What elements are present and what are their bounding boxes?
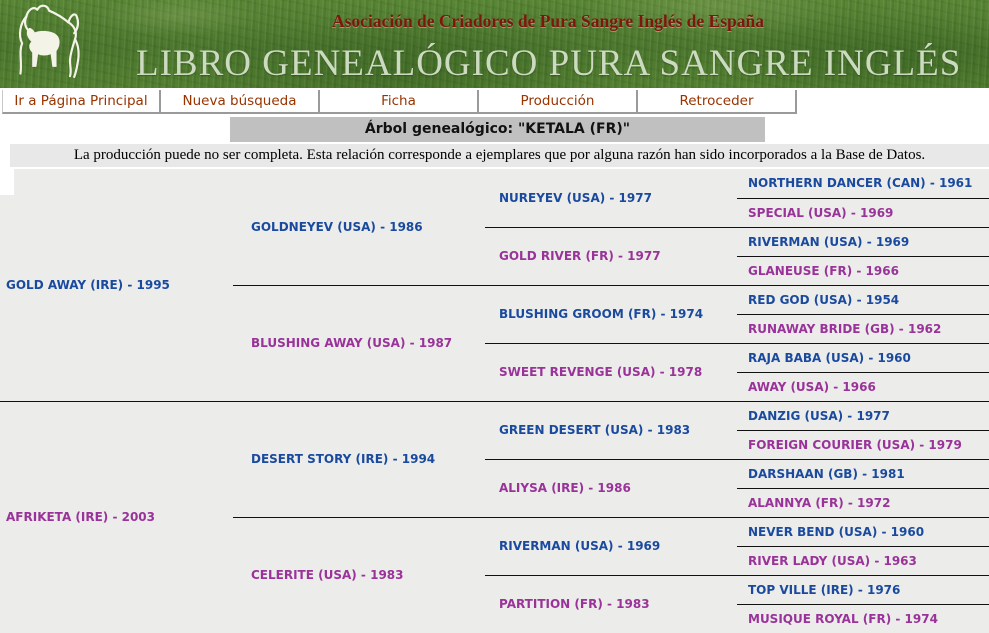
horse-link[interactable]: NORTHERN DANCER (CAN) - 1961: [748, 176, 973, 191]
pedigree-cell-gen1-sire: GOLD AWAY (IRE) - 1995: [0, 169, 233, 402]
pedigree-cell-gen1-dam: AFRIKETA (IRE) - 2003: [0, 401, 233, 633]
pedigree-cell: RUNAWAY BRIDE (GB) - 1962: [737, 314, 989, 344]
horse-link[interactable]: MUSIQUE ROYAL (FR) - 1974: [748, 611, 938, 626]
tree-title: Árbol genealógico: "KETALA (FR)": [230, 117, 765, 142]
mare-and-foal-horse-logo-icon: [18, 4, 80, 79]
pedigree-cell: SWEET REVENGE (USA) - 1978: [485, 343, 737, 402]
horse-link[interactable]: NEVER BEND (USA) - 1960: [748, 524, 925, 539]
pedigree-cell: RED GOD (USA) - 1954: [737, 285, 989, 315]
pedigree-cell: DARSHAAN (GB) - 1981: [737, 459, 989, 489]
pedigree-cell: RIVERMAN (USA) - 1969: [737, 227, 989, 257]
banner: Asociación de Criadores de Pura Sangre I…: [0, 0, 989, 88]
horse-link[interactable]: RIVERMAN (USA) - 1969: [499, 539, 661, 553]
horse-link[interactable]: RIVER LADY (USA) - 1963: [748, 553, 917, 568]
pedigree-cell: RAJA BABA (USA) - 1960: [737, 343, 989, 373]
pedigree-cell: NORTHERN DANCER (CAN) - 1961: [737, 169, 989, 199]
horse-link[interactable]: PARTITION (FR) - 1983: [499, 597, 650, 611]
pedigree-cell: DESERT STORY (IRE) - 1994: [233, 401, 485, 518]
horse-link[interactable]: BLUSHING AWAY (USA) - 1987: [251, 336, 453, 350]
horse-link[interactable]: RED GOD (USA) - 1954: [748, 292, 900, 307]
pedigree-cell: BLUSHING GROOM (FR) - 1974: [485, 285, 737, 344]
horse-link[interactable]: CELERITE (USA) - 1983: [251, 568, 404, 582]
horse-link[interactable]: SPECIAL (USA) - 1969: [748, 205, 894, 220]
nav-item-new-search[interactable]: Nueva búsqueda: [161, 90, 320, 114]
nav-item-production[interactable]: Producción: [479, 90, 638, 114]
book-title: LIBRO GENEALÓGICO PURA SANGRE INGLÉS: [136, 43, 962, 84]
horse-link[interactable]: ALANNYA (FR) - 1972: [748, 495, 891, 510]
pedigree-cell: PARTITION (FR) - 1983: [485, 575, 737, 633]
horse-link[interactable]: SWEET REVENGE (USA) - 1978: [499, 365, 703, 379]
pedigree-cell: GREEN DESERT (USA) - 1983: [485, 401, 737, 460]
pedigree-cell: MUSIQUE ROYAL (FR) - 1974: [737, 604, 989, 633]
pedigree-cell: AWAY (USA) - 1966: [737, 372, 989, 402]
pedigree-table: GOLD AWAY (IRE) - 1995 GOLDNEYEV (USA) -…: [0, 169, 989, 633]
pedigree-cell: FOREIGN COURIER (USA) - 1979: [737, 430, 989, 460]
horse-link[interactable]: NUREYEV (USA) - 1977: [499, 190, 652, 205]
horse-link[interactable]: GOLD RIVER (FR) - 1977: [499, 249, 661, 263]
pedigree-cell: BLUSHING AWAY (USA) - 1987: [233, 285, 485, 402]
horse-link[interactable]: ALIYSA (IRE) - 1986: [499, 481, 631, 495]
nav-item-record[interactable]: Ficha: [320, 90, 479, 114]
horse-link[interactable]: FOREIGN COURIER (USA) - 1979: [748, 437, 962, 452]
pedigree-cell: SPECIAL (USA) - 1969: [737, 198, 989, 228]
pedigree-cell: GOLDNEYEV (USA) - 1986: [233, 169, 485, 286]
horse-link[interactable]: DARSHAAN (GB) - 1981: [748, 466, 905, 481]
horse-link[interactable]: DESERT STORY (IRE) - 1994: [251, 452, 436, 466]
horse-link[interactable]: AFRIKETA (IRE) - 2003: [6, 510, 156, 524]
association-title: Asociación de Criadores de Pura Sangre I…: [331, 11, 765, 31]
horse-link[interactable]: AWAY (USA) - 1966: [748, 379, 876, 394]
pedigree-cell: ALANNYA (FR) - 1972: [737, 488, 989, 518]
pedigree-cell: GLANEUSE (FR) - 1966: [737, 256, 989, 286]
pedigree-cell: RIVERMAN (USA) - 1969: [485, 517, 737, 576]
horse-link[interactable]: BLUSHING GROOM (FR) - 1974: [499, 307, 704, 321]
nav-item-home[interactable]: Ir a Página Principal: [2, 90, 161, 114]
nav-item-back[interactable]: Retroceder: [638, 90, 797, 114]
horse-link[interactable]: RUNAWAY BRIDE (GB) - 1962: [748, 321, 942, 336]
pedigree-cell: NEVER BEND (USA) - 1960: [737, 517, 989, 547]
pedigree-cell: ALIYSA (IRE) - 1986: [485, 459, 737, 518]
horse-link[interactable]: DANZIG (USA) - 1977: [748, 408, 890, 423]
pedigree-cell: CELERITE (USA) - 1983: [233, 517, 485, 633]
pedigree-cell: TOP VILLE (IRE) - 1976: [737, 575, 989, 605]
horse-link[interactable]: GOLD AWAY (IRE) - 1995: [6, 277, 170, 292]
horse-link[interactable]: GLANEUSE (FR) - 1966: [748, 263, 899, 278]
pedigree-cell: GOLD RIVER (FR) - 1977: [485, 227, 737, 286]
horse-link[interactable]: GOLDNEYEV (USA) - 1986: [251, 219, 423, 234]
notice-text: La producción puede no ser completa. Est…: [10, 144, 989, 167]
pedigree-cell: DANZIG (USA) - 1977: [737, 401, 989, 431]
horse-link[interactable]: GREEN DESERT (USA) - 1983: [499, 423, 691, 437]
corner-spacer: [0, 169, 14, 195]
horse-link[interactable]: RIVERMAN (USA) - 1969: [748, 234, 910, 249]
pedigree-cell: RIVER LADY (USA) - 1963: [737, 546, 989, 576]
horse-link[interactable]: RAJA BABA (USA) - 1960: [748, 350, 911, 365]
nav-bar: Ir a Página Principal Nueva búsqueda Fic…: [2, 90, 797, 116]
horse-link[interactable]: TOP VILLE (IRE) - 1976: [748, 582, 901, 597]
pedigree-cell: NUREYEV (USA) - 1977: [485, 169, 737, 228]
foal-silhouette: [26, 28, 60, 67]
